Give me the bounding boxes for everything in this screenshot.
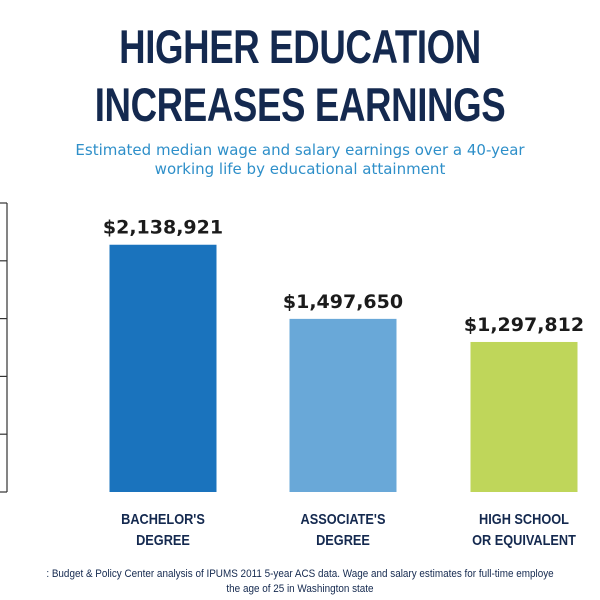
- bar: [289, 318, 397, 492]
- bars: [109, 244, 578, 492]
- category-label: ASSOCIATE'S: [301, 510, 386, 527]
- y-axis: [0, 202, 8, 493]
- category-label: DEGREE: [316, 531, 370, 548]
- bar-chart: $2,138,921 BACHELOR'S DEGREE $1,497,650 ASSO…: [0, 202, 584, 548]
- chart-title-line-2: INCREASES EARNINGS: [94, 78, 506, 131]
- category-label: OR EQUIVALENT: [472, 531, 576, 548]
- category-label: DEGREE: [136, 531, 190, 548]
- chart-title-line-1: HIGHER EDUCATION: [119, 20, 481, 73]
- chart-subtitle-line-1: Estimated median wage and salary earning…: [75, 141, 525, 159]
- value-label: $1,297,812: [464, 314, 584, 336]
- labels: $2,138,921 BACHELOR'S DEGREE $1,497,650 ASSO…: [103, 217, 584, 548]
- source-note-line-2: the age of 25 in Washington state: [226, 583, 374, 595]
- source-note-line-1: : Budget & Policy Center analysis of IPU…: [46, 568, 554, 580]
- category-label: HIGH SCHOOL: [479, 510, 569, 527]
- value-label: $2,138,921: [103, 217, 223, 239]
- bar: [109, 244, 217, 492]
- category-label: BACHELOR'S: [121, 510, 205, 527]
- bar: [470, 341, 578, 492]
- chart-subtitle-line-2: working life by educational attainment: [154, 160, 446, 178]
- value-label: $1,497,650: [283, 291, 403, 313]
